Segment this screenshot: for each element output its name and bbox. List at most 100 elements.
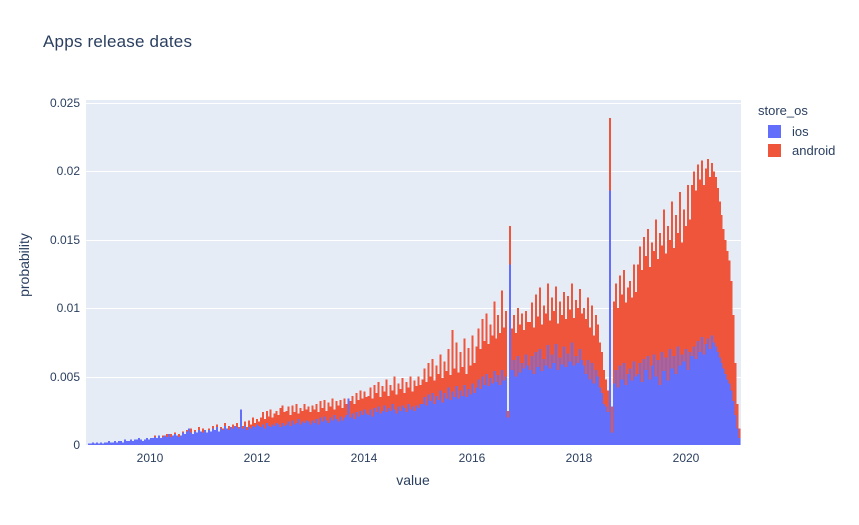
bar-android [634,291,637,445]
x-tick-label: 2010 [136,451,164,465]
bar-ios [305,420,308,445]
x-tick-label: 2018 [565,451,593,465]
bar-ios [381,410,384,445]
bar-android [660,245,663,445]
bar-ios [239,409,242,445]
bar-ios [323,416,326,445]
bar-ios [720,362,723,445]
bar-ios [181,432,184,445]
bar-android [728,260,731,445]
legend-item-ios[interactable]: ios [768,124,835,139]
bar-ios [700,336,703,445]
bar-ios [557,369,560,445]
bar-ios [730,390,733,445]
bar-ios [561,364,564,445]
bar-ios [409,409,412,445]
bar-ios [339,416,342,445]
bar-ios [539,349,542,445]
bar-ios [138,438,141,445]
bar-ios [187,428,190,445]
bar-ios [134,439,137,445]
bar-ios [443,393,446,445]
bar-ios [215,427,218,445]
bar-android [624,302,627,445]
bar-android [682,209,685,445]
bar-ios [391,403,394,445]
bar-android [724,239,727,445]
bar-ios [630,380,633,445]
bar-android [710,163,713,445]
bar-ios [463,384,466,445]
bar-ios [255,424,258,445]
bar-ios [718,357,721,445]
bar-ios [523,368,526,445]
bar-ios [389,410,392,445]
bar-ios [555,343,558,445]
bar-ios [108,440,111,445]
bar-ios [479,388,482,445]
bar-android [736,403,739,445]
bar-android [614,283,617,445]
bar-ios [636,373,639,445]
y-axis-title: probability [16,233,32,297]
bar-android [612,301,615,445]
bar-ios [601,393,604,445]
bar-android [734,362,737,445]
bar-ios [269,427,272,445]
plot-area[interactable] [86,100,741,445]
bar-android [704,168,707,445]
bar-android [672,248,675,445]
bar-ios [247,427,250,445]
bar-ios [481,376,484,445]
gridline [86,239,741,241]
bar-ios [150,438,153,445]
bar-ios [505,376,508,445]
gridline [86,171,741,173]
bar-ios [738,438,741,445]
bar-ios [209,431,212,445]
gridline [86,308,741,310]
bar-ios [569,361,572,445]
bar-ios [415,405,418,445]
y-tick-label: 0.005 [49,370,80,384]
bar-ios [399,410,402,445]
bar-ios [507,417,510,445]
bar-ios [279,427,282,445]
bar-ios [531,356,534,445]
bar-android [680,242,683,445]
bar-ios [351,413,354,445]
bar-ios [587,360,590,445]
bar-ios [221,429,224,445]
bar-android [269,409,272,445]
bar-ios [267,425,270,445]
bar-ios [509,264,512,445]
bar-ios [503,380,506,445]
bar-ios [437,399,440,445]
bar-ios [451,391,454,445]
bar-android [694,190,697,445]
bar-ios [714,346,717,445]
bar-android [648,267,651,445]
bar-ios [680,354,683,445]
bar-ios [315,419,318,445]
bar-ios [173,434,176,445]
bar-ios [658,384,661,445]
legend-item-android[interactable]: android [768,143,835,158]
bar-ios [618,365,621,445]
bar-android [664,253,667,445]
bar-ios [511,369,514,445]
bar-ios [467,388,470,445]
bar-android [385,379,388,445]
bar-ios [136,439,139,445]
bar-android [730,280,733,445]
histogram-bars [88,118,741,445]
bar-ios [309,424,312,445]
bar-ios [597,376,600,445]
bar-ios [529,369,532,445]
bar-ios [223,425,226,445]
bar-ios [271,424,274,445]
bar-ios [349,417,352,445]
bar-ios [301,421,304,445]
bar-ios [459,390,462,445]
